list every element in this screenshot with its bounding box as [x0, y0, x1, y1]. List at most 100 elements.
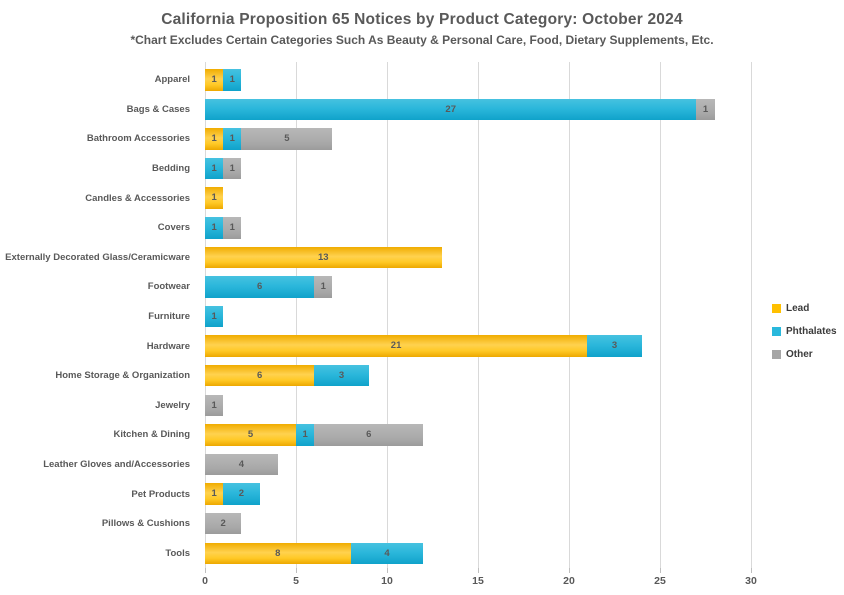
x-tick-mark [205, 568, 206, 573]
legend-swatch-phthalates [772, 327, 781, 336]
category-label: Hardware [146, 340, 190, 352]
bar-segment-phthalates: 1 [223, 128, 242, 150]
legend-swatch-lead [772, 304, 781, 313]
bar-value-label: 6 [366, 429, 372, 441]
bar-segment-other: 1 [205, 394, 224, 417]
x-axis: 0 5 10 15 20 25 30 [202, 568, 757, 594]
bar-value-label: 5 [247, 429, 254, 441]
bar-value-label: 1 [211, 133, 217, 145]
bar-segment-other: 1 [696, 98, 715, 121]
category-label: Apparel [154, 74, 190, 86]
bar-value-label: 1 [211, 74, 217, 86]
x-tick-label: 0 [202, 575, 208, 587]
legend: Lead Phthalates Other [772, 297, 837, 366]
bar-segment-other: 5 [241, 128, 333, 150]
x-tick-label: 5 [293, 575, 299, 587]
legend-item-phthalates: Phthalates [772, 320, 837, 343]
category-label: Pet Products [131, 488, 190, 500]
bar-segment-lead: 1 [205, 187, 224, 209]
bar-row: 1 [205, 183, 751, 213]
bar-value-label: 3 [611, 340, 618, 352]
x-tick-label: 30 [745, 575, 757, 587]
x-tick-label: 25 [654, 575, 666, 587]
x-tick-mark [387, 568, 388, 573]
bar-value-label: 1 [702, 103, 709, 115]
category-label: Jewelry [155, 399, 190, 411]
bar-segment-lead: 1 [205, 69, 224, 91]
bar-segment-other: 1 [314, 276, 333, 298]
gridline-5 [296, 62, 297, 568]
bar-value-label: 1 [211, 192, 217, 204]
bar-row: 2 [205, 509, 751, 539]
bar-stack: 1 [205, 305, 751, 328]
bar-row: 5 1 6 [205, 420, 751, 450]
x-tick-mark [751, 568, 752, 573]
bar-segment-lead: 8 [205, 542, 351, 565]
bar-segment-lead: 6 [205, 364, 315, 387]
bar-stack: 27 1 [205, 98, 751, 121]
bar-value-label: 6 [256, 369, 263, 381]
gridline-25 [660, 62, 661, 568]
bar-segment-lead: 1 [205, 483, 224, 505]
bar-stack: 1 [205, 187, 751, 209]
category-label: Footwear [147, 281, 190, 293]
bar-segment-lead: 5 [205, 424, 296, 446]
gridline-15 [478, 62, 479, 568]
bar-row: 4 [205, 450, 751, 480]
chart-subtitle: *Chart Excludes Certain Categories Such … [130, 33, 714, 47]
category-label: Externally Decorated Glass/Ceramicware [5, 251, 190, 263]
bar-segment-other: 6 [314, 424, 424, 446]
bar-value-label: 1 [211, 399, 217, 411]
x-tick-mark [478, 568, 479, 573]
bar-segment-lead: 13 [205, 246, 442, 269]
category-axis: Apparel Bags & Cases Bathroom Accessories B… [0, 65, 198, 568]
bar-row: 21 3 [205, 331, 751, 361]
category-label: Bedding [152, 163, 190, 175]
bar-value-label: 1 [211, 162, 217, 174]
legend-label: Phthalates [786, 326, 837, 337]
category-label: Kitchen & Dining [113, 429, 190, 441]
bar-segment-lead: 1 [205, 128, 224, 150]
category-label: Bathroom Accessories [86, 133, 190, 145]
bar-rows: 1 1 27 1 1 1 5 1 1 1 1 1 13 6 1 1 21 3 6 3 1 5 1 6 4 1 2 2 8 4 [205, 65, 751, 568]
bar-value-label: 1 [229, 133, 235, 145]
bar-stack: 21 3 [205, 335, 751, 357]
bar-stack: 2 [205, 512, 751, 535]
bar-segment-phthalates: 2 [223, 483, 260, 505]
x-tick-mark [660, 568, 661, 573]
bar-value-label: 2 [220, 517, 226, 529]
bar-segment-phthalates: 27 [205, 98, 697, 121]
x-tick-mark [569, 568, 570, 573]
x-tick-label: 20 [563, 575, 575, 587]
bar-segment-other: 1 [223, 157, 242, 180]
bar-value-label: 4 [238, 458, 245, 470]
bar-segment-other: 1 [223, 217, 242, 239]
bar-value-label: 21 [390, 340, 402, 352]
x-tick-mark [296, 568, 297, 573]
bar-segment-phthalates: 1 [223, 69, 242, 91]
bar-stack: 5 1 6 [205, 424, 751, 446]
bar-segment-phthalates: 1 [205, 217, 224, 239]
bar-value-label: 1 [302, 429, 308, 441]
bar-value-label: 1 [211, 222, 217, 234]
bar-value-label: 1 [229, 162, 235, 174]
bar-value-label: 4 [384, 547, 390, 559]
chart-title: California Proposition 65 Notices by Pro… [161, 11, 683, 28]
bar-value-label: 1 [229, 74, 235, 86]
bar-segment-phthalates: 6 [205, 276, 315, 298]
category-label: Tools [165, 547, 190, 559]
bar-value-label: 8 [275, 547, 281, 559]
bar-value-label: 1 [211, 310, 217, 322]
bar-segment-phthalates: 3 [314, 364, 369, 387]
